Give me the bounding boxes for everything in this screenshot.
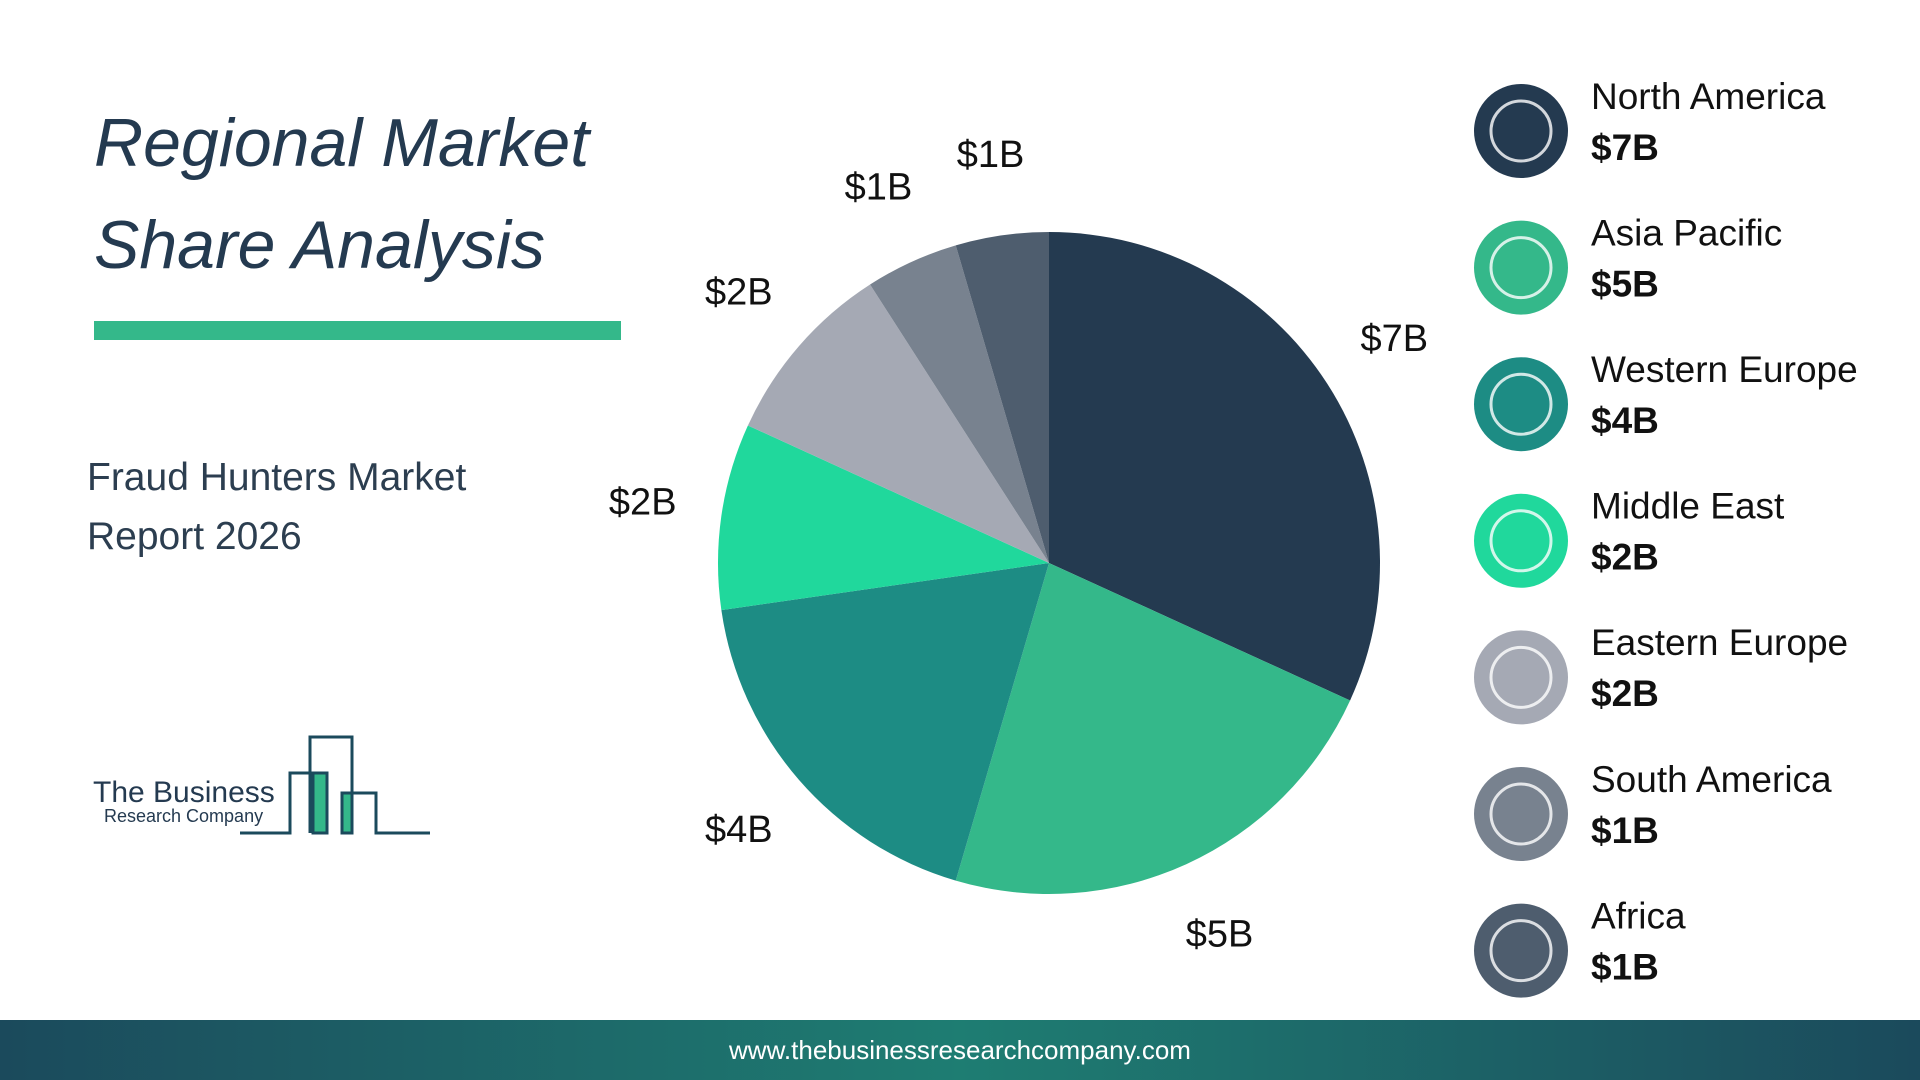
slice-label: $5B <box>1186 913 1254 955</box>
legend-value: $4B <box>1591 400 1659 441</box>
logo-line2: Research Company <box>104 806 263 826</box>
legend-icon-globe <box>1489 236 1553 300</box>
legend-icon <box>1474 903 1568 998</box>
logo-building <box>240 771 312 835</box>
legend-value: $2B <box>1591 673 1659 714</box>
legend-icon <box>1474 357 1568 452</box>
chart: $7B $5B $4B $2B $2B $1B $1B North America $7B Asi… <box>609 76 1858 998</box>
legend-name: Middle East <box>1591 486 1785 527</box>
legend-icon <box>1474 84 1568 178</box>
pie-slice <box>747 284 1049 563</box>
title-underline <box>94 321 621 340</box>
slice-label: $4B <box>705 809 773 851</box>
logo-building <box>308 735 354 833</box>
legend-icon-globe <box>1489 645 1553 709</box>
legend-icon-globe <box>1489 372 1553 436</box>
logo: The Business Research Company <box>93 735 430 835</box>
legend-icon-globe <box>1489 509 1553 573</box>
legend-icon <box>1474 493 1568 588</box>
pie-slice <box>718 425 1049 611</box>
subtitle: Fraud Hunters Market Report 2026 <box>87 456 467 558</box>
legend-icon <box>1474 220 1568 315</box>
legend-name: Asia Pacific <box>1591 212 1782 253</box>
pie-slice <box>955 563 1351 894</box>
footer: www.thebusinessresearchcompany.com <box>0 1020 1920 1080</box>
title: Regional Market Share Analysis <box>94 105 590 283</box>
legend-name: Africa <box>1591 895 1686 936</box>
legend-name: North America <box>1591 76 1826 117</box>
slice-label: $2B <box>609 482 677 524</box>
pie-slice <box>955 232 1049 563</box>
legend-icon <box>1474 630 1568 725</box>
logo-building <box>340 791 354 835</box>
legend-value: $1B <box>1591 810 1659 851</box>
slice-label: $7B <box>1360 318 1428 360</box>
legend-value: $5B <box>1591 263 1659 304</box>
legend-value: $7B <box>1591 127 1659 168</box>
slice-label: $1B <box>845 167 913 209</box>
slice-label: $2B <box>705 271 773 313</box>
legend-icon <box>1474 767 1568 861</box>
logo-building <box>352 791 430 835</box>
pie-slice <box>1049 232 1380 701</box>
legend-name: Western Europe <box>1591 349 1858 390</box>
logo-line1: The Business <box>93 776 275 809</box>
pie-slice <box>721 563 1049 881</box>
legend-icon-globe <box>1489 99 1553 163</box>
legend-value: $2B <box>1591 537 1659 578</box>
legend-name: South America <box>1591 759 1832 800</box>
legend-name: Eastern Europe <box>1591 622 1848 663</box>
logo-building <box>311 771 329 835</box>
legend-value: $1B <box>1591 946 1659 987</box>
legend-icon-globe <box>1489 919 1553 983</box>
legend-icon-globe <box>1489 782 1553 846</box>
slice-label: $1B <box>957 134 1025 176</box>
pie-slice <box>870 245 1049 563</box>
